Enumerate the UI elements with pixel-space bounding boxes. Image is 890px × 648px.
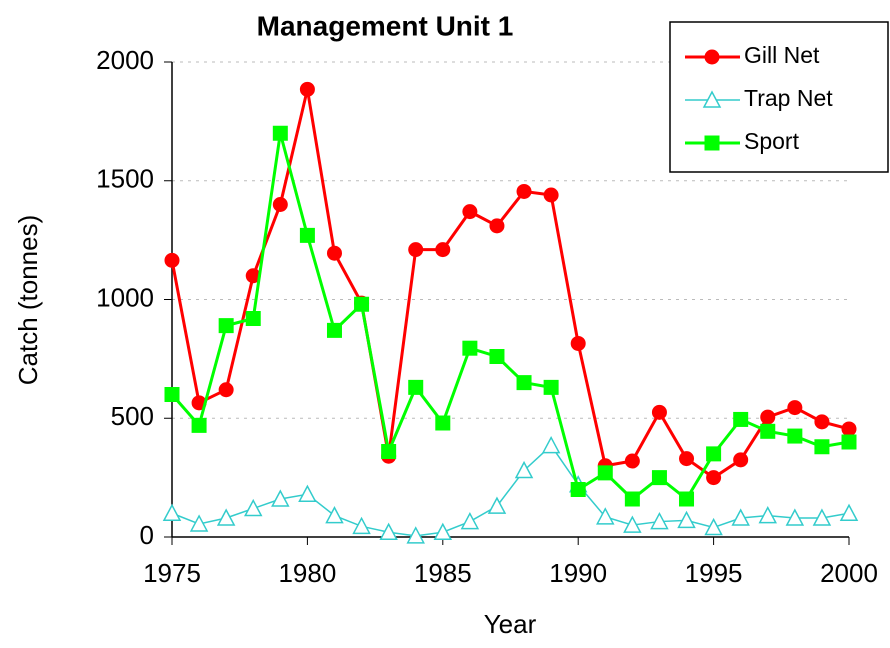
data-point xyxy=(651,404,667,420)
data-point xyxy=(218,382,234,398)
data-point xyxy=(706,470,722,486)
x-axis-label: Year xyxy=(484,609,537,639)
data-point xyxy=(352,516,371,535)
x-tick-label: 1990 xyxy=(549,558,607,588)
data-point xyxy=(651,470,667,486)
data-point xyxy=(299,227,315,243)
chart-title: Management Unit 1 xyxy=(257,10,514,41)
data-point xyxy=(325,506,344,524)
data-point xyxy=(704,517,723,536)
data-point xyxy=(164,252,180,268)
data-point xyxy=(354,296,370,312)
data-point xyxy=(162,503,182,521)
data-point xyxy=(164,387,180,402)
data-point xyxy=(516,375,532,391)
data-point xyxy=(597,465,613,481)
data-point xyxy=(218,318,234,334)
data-point xyxy=(516,183,532,199)
data-point xyxy=(489,349,505,364)
data-point xyxy=(841,421,857,437)
legend-marker xyxy=(702,90,722,108)
data-point xyxy=(787,400,803,416)
data-point xyxy=(624,491,640,507)
data-point xyxy=(435,242,451,258)
data-point xyxy=(272,197,288,212)
data-point xyxy=(839,503,859,521)
data-point xyxy=(408,242,424,258)
data-point xyxy=(243,498,263,517)
data-point xyxy=(489,218,505,234)
data-point xyxy=(624,453,640,469)
data-point xyxy=(679,451,695,467)
data-point xyxy=(408,379,424,395)
data-point xyxy=(462,204,478,220)
x-tick-label: 2000 xyxy=(820,558,878,588)
data-point xyxy=(326,245,342,261)
legend-marker xyxy=(704,135,720,151)
data-point xyxy=(543,187,559,203)
data-point xyxy=(435,415,451,431)
x-tick-label: 1995 xyxy=(685,558,743,588)
data-point xyxy=(785,508,805,526)
legend-marker xyxy=(704,49,720,65)
data-point xyxy=(460,511,480,530)
y-tick-label: 0 xyxy=(140,520,154,550)
data-point xyxy=(760,423,776,439)
data-point xyxy=(245,268,261,284)
data-point xyxy=(760,409,776,425)
x-tick-label: 1985 xyxy=(414,558,472,588)
legend-label: Sport xyxy=(744,128,800,154)
y-tick-label: 1500 xyxy=(96,164,154,194)
data-point xyxy=(650,511,669,530)
data-point xyxy=(758,506,778,524)
data-point xyxy=(814,439,830,455)
data-point xyxy=(541,435,561,454)
data-point xyxy=(433,522,453,540)
data-point xyxy=(298,484,317,502)
data-point xyxy=(245,311,261,326)
data-point xyxy=(812,508,832,526)
data-point xyxy=(733,411,749,427)
data-point xyxy=(272,125,288,141)
data-point xyxy=(706,446,722,462)
data-point xyxy=(543,379,559,395)
data-point xyxy=(189,514,209,532)
data-point xyxy=(271,489,290,507)
x-tick-label: 1980 xyxy=(278,558,336,588)
data-point xyxy=(623,515,642,533)
y-axis-label: Catch (tonnes) xyxy=(13,215,43,386)
data-point xyxy=(216,508,236,526)
data-point xyxy=(514,460,534,479)
data-point xyxy=(191,417,207,433)
x-tick-label: 1975 xyxy=(143,558,201,588)
y-tick-label: 1000 xyxy=(96,282,154,312)
data-point xyxy=(733,452,749,468)
data-point xyxy=(487,496,507,514)
data-point xyxy=(326,322,342,338)
data-point xyxy=(570,482,586,497)
legend-label: Gill Net xyxy=(744,42,820,68)
series-line xyxy=(170,132,850,502)
data-point xyxy=(462,340,478,356)
y-tick-label: 2000 xyxy=(96,45,154,75)
data-point xyxy=(841,434,857,450)
data-point xyxy=(596,507,615,525)
data-point xyxy=(299,81,315,97)
data-point xyxy=(570,335,586,351)
data-point xyxy=(677,510,696,529)
data-point xyxy=(406,526,425,544)
data-point xyxy=(679,491,695,507)
data-point xyxy=(731,508,750,526)
data-point xyxy=(814,414,830,430)
data-point xyxy=(379,522,398,540)
data-point xyxy=(381,444,397,459)
y-tick-label: 500 xyxy=(111,401,154,431)
data-point xyxy=(787,428,803,444)
legend-label: Trap Net xyxy=(744,85,833,111)
